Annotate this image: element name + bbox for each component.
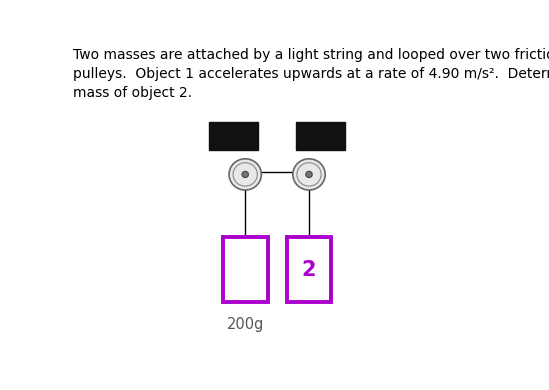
Text: 200g: 200g [227,317,264,332]
Ellipse shape [242,171,249,177]
Bar [296,122,345,151]
Ellipse shape [306,171,312,177]
Bar [209,122,258,151]
Text: 2: 2 [302,260,316,280]
Bar [223,238,267,302]
Ellipse shape [293,159,325,190]
Text: Two masses are attached by a light string and looped over two frictionless
pulle: Two masses are attached by a light strin… [73,48,549,100]
Bar [287,238,332,302]
Ellipse shape [229,159,261,190]
